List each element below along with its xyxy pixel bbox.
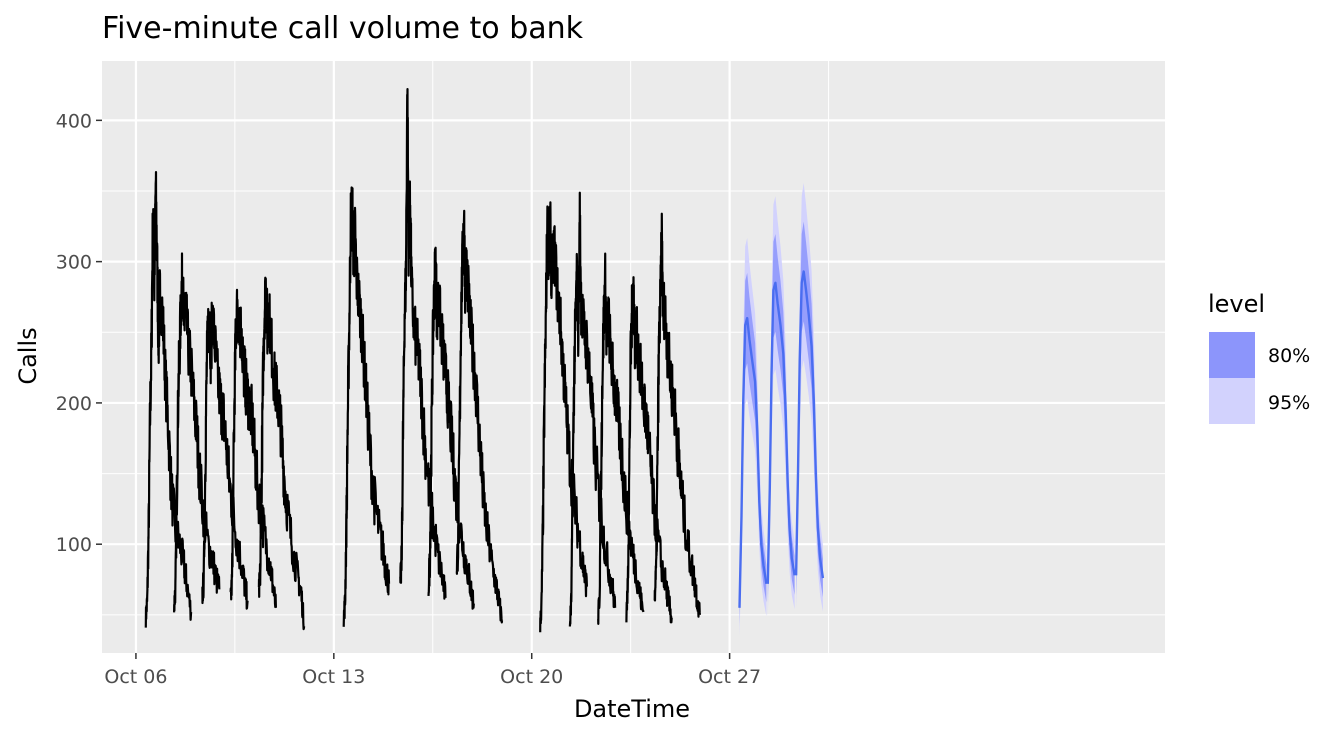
- history-line: [597, 252, 645, 625]
- x-tick-label: Oct 06: [104, 666, 167, 688]
- legend-label-95: 95%: [1268, 392, 1310, 414]
- legend-title: level: [1208, 290, 1265, 318]
- band-80: [739, 272, 767, 624]
- history-line: [229, 288, 277, 609]
- y-tick-label: 400: [56, 110, 92, 132]
- grid-lines: [102, 61, 1165, 653]
- forecast-line: [738, 316, 768, 608]
- history-line: [342, 186, 391, 627]
- forecast-line: [766, 281, 796, 584]
- forecast-series: [738, 270, 825, 608]
- legend-key-80: [1209, 332, 1255, 378]
- y-tick-label: 100: [56, 534, 92, 556]
- history-line: [144, 171, 193, 628]
- x-tick-label: Oct 13: [302, 666, 365, 688]
- x-axis-title: DateTime: [574, 695, 690, 723]
- history-line: [539, 201, 588, 633]
- history-line: [568, 191, 617, 627]
- history-line: [625, 276, 673, 624]
- y-axis-title: Calls: [14, 327, 42, 384]
- x-tick-label: Oct 20: [500, 666, 563, 688]
- history-line: [399, 88, 447, 600]
- history-line: [257, 276, 306, 631]
- y-tick-label: 300: [56, 252, 92, 274]
- legend-label-80: 80%: [1268, 345, 1310, 367]
- y-tick-label: 200: [56, 393, 92, 415]
- history-line: [455, 209, 504, 624]
- x-axis: Oct 06 Oct 13 Oct 20 Oct 27: [104, 653, 761, 688]
- chart-title: Five-minute call volume to bank: [102, 11, 584, 46]
- forecast-line: [794, 270, 825, 579]
- legend-key-95: [1209, 378, 1255, 424]
- y-axis: 100 200 300 400: [56, 110, 102, 556]
- history-line: [201, 301, 249, 610]
- history-line: [173, 252, 221, 613]
- x-tick-label: Oct 27: [698, 666, 761, 688]
- history-line: [427, 246, 475, 610]
- legend: level 80% 95%: [1208, 290, 1310, 424]
- history-series: [144, 88, 701, 633]
- history-line: [653, 212, 701, 618]
